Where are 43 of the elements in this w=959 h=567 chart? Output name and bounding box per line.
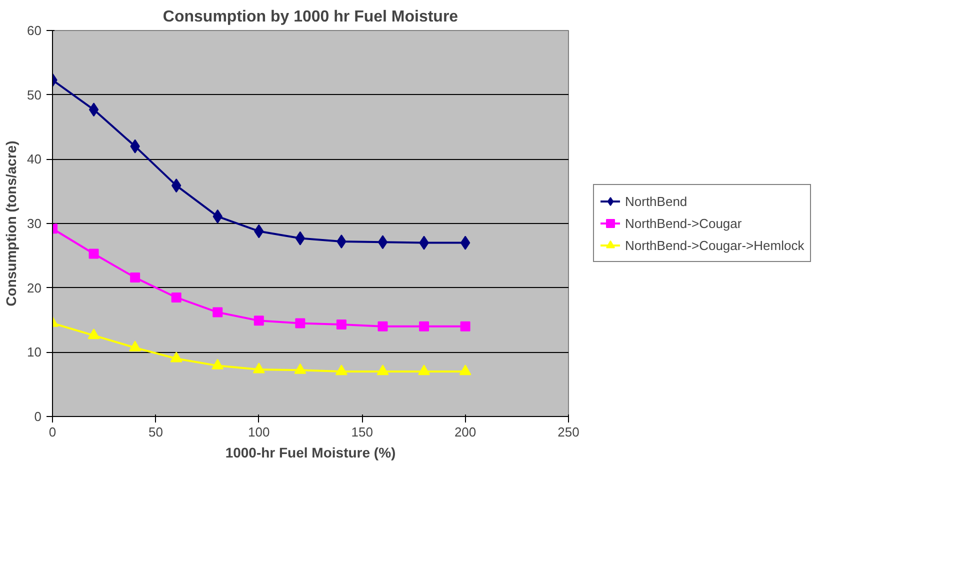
point (170, 352, 182, 362)
point (88, 248, 99, 259)
point (254, 316, 264, 326)
point (129, 340, 142, 352)
point (335, 364, 348, 376)
y-axis-title: Consumption (tons/acre) (3, 140, 20, 306)
point (295, 231, 306, 246)
point (460, 321, 470, 332)
point (460, 236, 470, 250)
point (252, 362, 265, 374)
y-tick-label: 40 (27, 152, 42, 167)
point (378, 321, 388, 332)
legend-label: NorthBend->Cougar->Hemlock (625, 238, 804, 252)
point (88, 102, 99, 117)
y-tick-label: 20 (27, 280, 42, 296)
y-tick-label: 0 (34, 409, 42, 424)
chart-title: Consumption by 1000 hr Fuel Moisture (162, 8, 458, 26)
x-tick-label: 50 (148, 424, 163, 440)
x-tick-label: 250 (558, 424, 580, 440)
point (378, 235, 388, 250)
x-tick-label: 200 (454, 424, 476, 440)
point (459, 364, 472, 376)
point (336, 320, 346, 330)
point (294, 363, 306, 374)
point (295, 318, 306, 328)
y-tick-label: 50 (27, 87, 42, 102)
x-tick-label: 150 (351, 424, 373, 440)
point (130, 272, 140, 283)
point (88, 328, 100, 340)
point (171, 292, 182, 302)
x-tick-label: 0 (48, 424, 56, 440)
x-tick-label: 100 (248, 424, 270, 440)
y-tick-label: 30 (27, 216, 42, 231)
legend-label: NorthBend->Cougar (625, 216, 742, 230)
point (419, 321, 430, 332)
legend-label: NorthBend (625, 194, 688, 208)
point (212, 307, 223, 318)
point (418, 364, 430, 376)
y-tick-label: 10 (27, 344, 42, 360)
y-tick-label: 60 (27, 23, 42, 38)
x-axis-title: 1000-hr Fuel Moisture (%) (225, 444, 396, 460)
point (212, 358, 224, 370)
point (376, 364, 389, 376)
